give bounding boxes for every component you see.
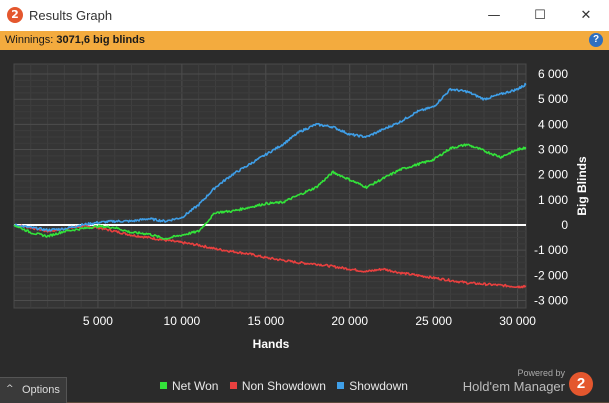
legend-item-showdown[interactable]: Showdown xyxy=(337,379,408,393)
window-title: Results Graph xyxy=(29,8,113,23)
x-tick-label: 25 000 xyxy=(415,314,452,328)
series-line-non-showdown xyxy=(13,224,527,289)
y-tick-label: 0 xyxy=(561,218,568,232)
y-tick-label: -3 000 xyxy=(534,293,568,307)
series-line-net-won xyxy=(13,143,527,240)
legend-swatch xyxy=(229,382,237,389)
winnings-bar: Winnings: 3071,6 big blinds ? xyxy=(0,31,609,50)
legend-swatch xyxy=(337,382,345,389)
results-chart: 5 000 10 000 15 000 20 000 25 000 30 000 6 00… xyxy=(0,50,609,370)
results-chart-svg: 5 000 10 000 15 000 20 000 25 000 30 000 6 00… xyxy=(13,63,589,351)
close-icon: ✕ xyxy=(580,8,592,23)
legend-label: Non Showdown xyxy=(241,379,326,393)
x-tick-labels: 5 000 10 000 15 000 20 000 25 000 30 000 xyxy=(83,314,536,328)
x-tick-label: 20 000 xyxy=(331,314,368,328)
powered-by-text: Powered by xyxy=(517,368,565,378)
maximize-button[interactable]: ☐ xyxy=(517,0,563,31)
minimize-button[interactable]: — xyxy=(471,0,517,31)
x-tick-label: 5 000 xyxy=(83,314,113,328)
winnings-label: Winnings: xyxy=(5,34,57,46)
brand-logo-icon: 2 xyxy=(569,372,593,396)
y-axis-label: Big Blinds xyxy=(575,156,589,216)
brand-name: Hold'em Manager xyxy=(462,379,565,394)
y-tick-label: -1 000 xyxy=(534,243,568,257)
x-tick-label: 15 000 xyxy=(247,314,284,328)
help-icon[interactable]: ? xyxy=(589,33,603,47)
chart-legend: Net Won Non Showdown Showdown xyxy=(160,379,416,393)
maximize-icon: ☐ xyxy=(534,8,546,23)
plot-background xyxy=(13,63,527,309)
footer-bar: ^ Options Net Won Non Showdown Showdown … xyxy=(0,368,609,403)
y-tick-label: 3 000 xyxy=(538,143,568,157)
y-tick-label: 1 000 xyxy=(538,193,568,207)
y-tick-label: 2 000 xyxy=(538,168,568,182)
minimize-icon: — xyxy=(487,8,501,23)
legend-item-net-won[interactable]: Net Won xyxy=(160,379,218,393)
legend-label: Net Won xyxy=(172,379,219,393)
y-tick-label: 6 000 xyxy=(538,67,568,81)
app-logo-icon: 2 xyxy=(7,7,23,23)
series-line-showdown xyxy=(13,82,527,232)
y-tick-label: 5 000 xyxy=(538,92,568,106)
winnings-text: Winnings: 3071,6 big blinds xyxy=(5,34,145,46)
x-axis-label: Hands xyxy=(253,337,290,351)
chevron-up-icon: ^ xyxy=(6,384,14,394)
legend-label: Showdown xyxy=(349,379,408,393)
series-lines xyxy=(13,82,527,289)
winnings-value: 3071,6 big blinds xyxy=(56,34,145,46)
legend-swatch xyxy=(160,382,167,389)
y-tick-labels: 6 000 5 000 4 000 3 000 2 000 1 000 0 -1 000 -2 … xyxy=(534,67,568,307)
x-tick-label: 10 000 xyxy=(164,314,201,328)
x-tick-label: 30 000 xyxy=(499,314,536,328)
title-bar: 2 Results Graph — ☐ ✕ xyxy=(0,0,609,31)
options-label: Options xyxy=(22,384,60,396)
grid-lines xyxy=(14,64,526,308)
y-tick-label: 4 000 xyxy=(538,117,568,131)
legend-item-non-showdown[interactable]: Non Showdown xyxy=(229,379,326,393)
close-button[interactable]: ✕ xyxy=(563,0,609,31)
options-button[interactable]: ^ Options xyxy=(0,377,67,403)
y-tick-label: -2 000 xyxy=(534,268,568,282)
